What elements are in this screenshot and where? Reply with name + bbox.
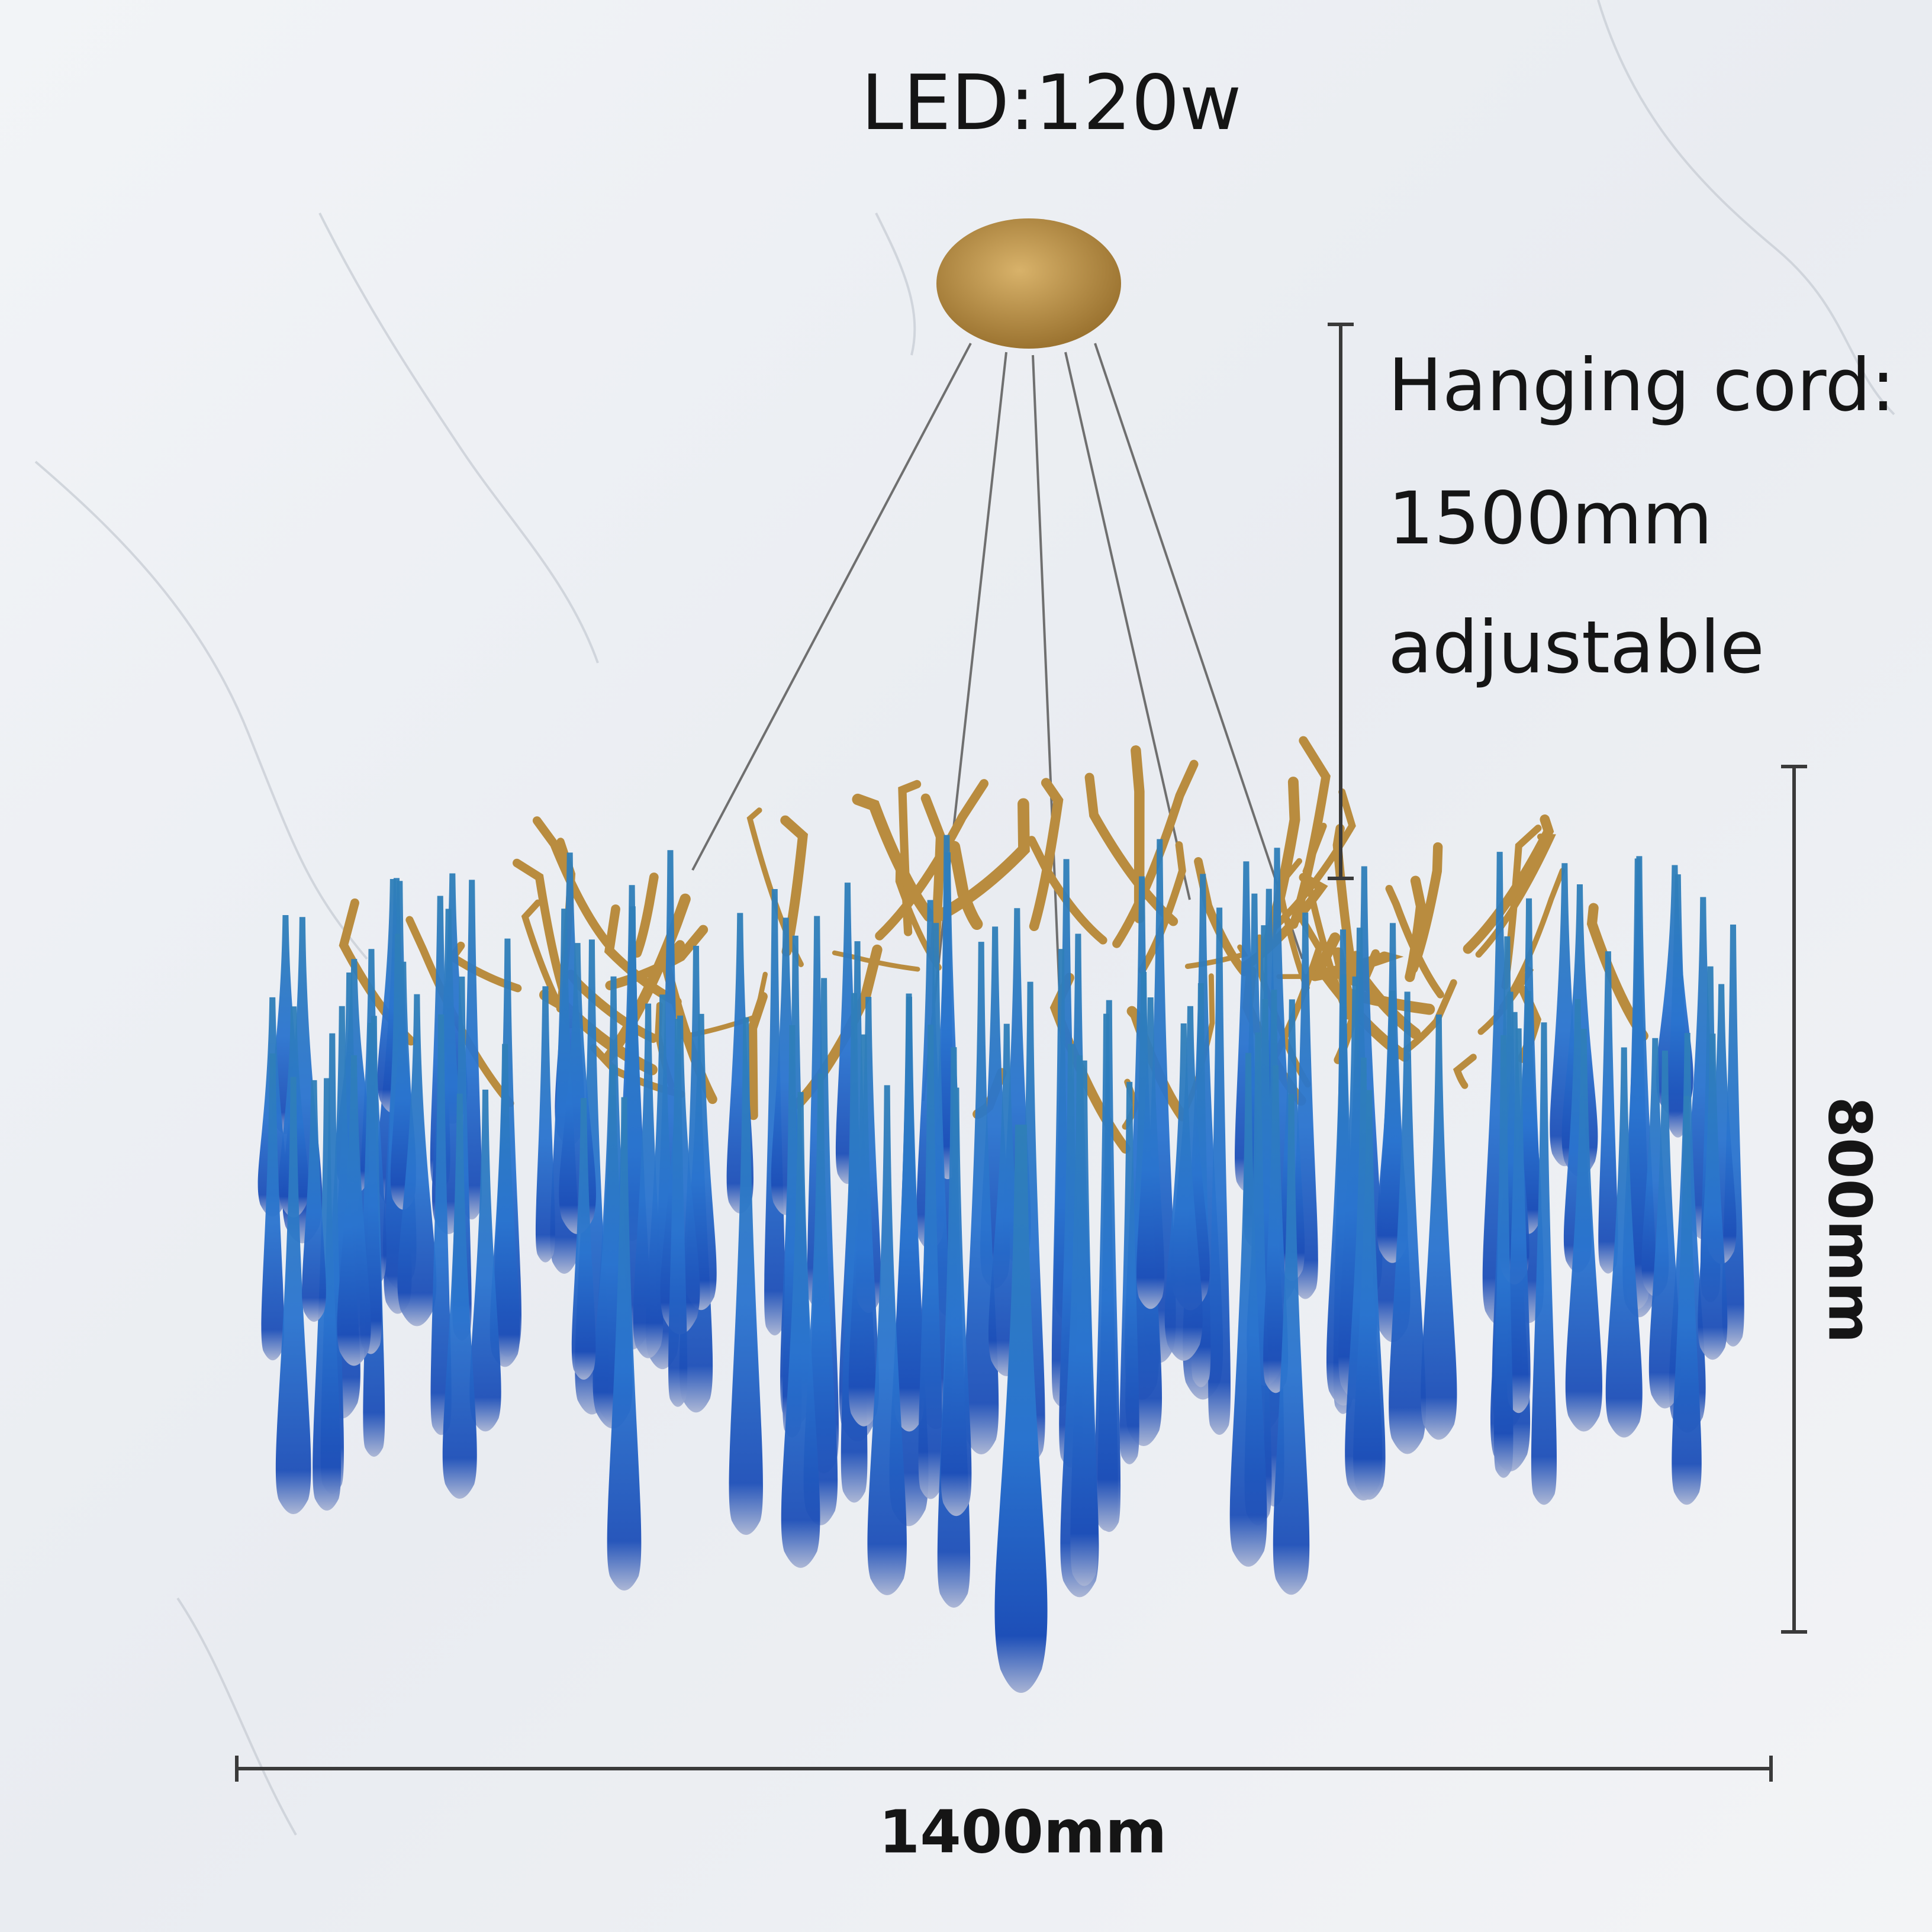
crystal <box>1605 1047 1643 1438</box>
branch <box>632 872 659 958</box>
crystal <box>668 1019 688 1407</box>
crystal <box>1136 997 1165 1309</box>
crystal <box>397 994 437 1326</box>
cord-length: 1500mm <box>1388 476 1712 561</box>
branch <box>1138 841 1186 974</box>
crystal <box>633 1003 664 1358</box>
crystal <box>442 1093 477 1499</box>
crystal <box>1229 1052 1267 1567</box>
crystal <box>918 1025 944 1499</box>
branch <box>1276 955 1360 979</box>
branch <box>948 841 983 930</box>
crystal <box>867 1085 907 1595</box>
branch <box>1027 836 1107 945</box>
dimension-lines <box>235 323 1807 1782</box>
crystal <box>430 1014 452 1435</box>
branch <box>1475 833 1556 958</box>
crystal <box>1667 874 1688 1138</box>
crystal <box>1421 1015 1457 1440</box>
crystal <box>1625 858 1650 1309</box>
crystal <box>313 1078 342 1511</box>
branch <box>605 925 709 990</box>
crystal <box>781 1091 820 1568</box>
crystal <box>848 1034 880 1427</box>
crystal <box>1648 1050 1682 1409</box>
branch <box>793 944 883 1109</box>
crystal <box>1353 1090 1386 1500</box>
crystal <box>1164 1023 1203 1361</box>
crystal <box>1389 991 1427 1454</box>
crystal <box>1094 1013 1118 1531</box>
crystal <box>490 1044 520 1367</box>
crystal <box>337 1055 371 1366</box>
marble-veins <box>34 0 1895 1836</box>
crystal <box>941 1087 972 1516</box>
branch <box>1194 857 1248 977</box>
branch <box>748 991 768 1120</box>
crystal <box>261 1053 285 1361</box>
crystal <box>1208 907 1231 1435</box>
crystal <box>894 996 925 1432</box>
branch <box>532 816 612 948</box>
crystal <box>607 1097 642 1591</box>
crystal <box>1119 1081 1139 1464</box>
power-label: LED:120w <box>861 59 1242 147</box>
crystal <box>729 1017 763 1535</box>
cord-note: adjustable <box>1388 606 1764 690</box>
cord-label: Hanging cord: <box>1388 343 1895 427</box>
crystal <box>275 1077 311 1515</box>
crystal <box>1493 1035 1514 1478</box>
branch <box>1332 947 1435 1015</box>
crystal <box>469 1089 501 1432</box>
branch <box>1453 1054 1477 1089</box>
width-label: 1400mm <box>879 1797 1167 1866</box>
branch <box>852 793 935 922</box>
crystal <box>1263 1065 1289 1393</box>
branch <box>1463 814 1554 954</box>
crystal <box>1531 1022 1557 1505</box>
center-crystal <box>994 1125 1048 1693</box>
crystal <box>571 1098 596 1380</box>
ceiling-canopy <box>936 218 1121 349</box>
crystal <box>1672 1096 1702 1505</box>
crystal <box>302 1080 326 1322</box>
branch <box>1112 759 1199 948</box>
crystal <box>1273 1094 1310 1595</box>
crystal <box>1070 1060 1099 1586</box>
branch <box>875 779 989 941</box>
height-label: 800mm <box>1815 1096 1885 1343</box>
crystal <box>1598 951 1618 1274</box>
branch <box>1332 823 1359 987</box>
crystal <box>1506 1028 1531 1413</box>
crystal <box>535 986 555 1263</box>
crystal <box>1698 1033 1728 1360</box>
crystals <box>257 835 1744 1693</box>
crystal <box>1565 1028 1603 1432</box>
branch <box>1405 875 1427 983</box>
